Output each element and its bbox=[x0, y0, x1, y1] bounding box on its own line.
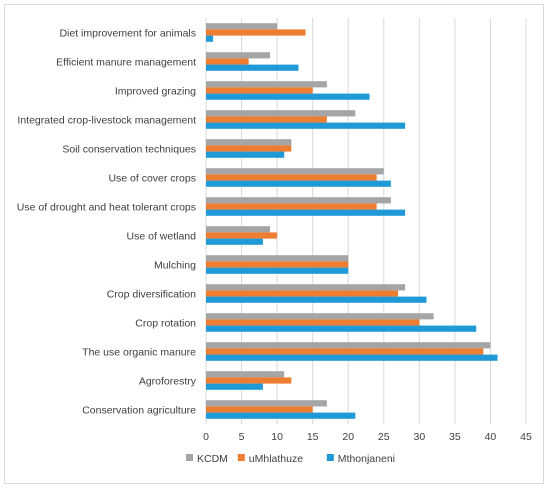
x-tick-label: 20 bbox=[342, 431, 354, 443]
category-label: Integrated crop-livestock management bbox=[17, 115, 196, 127]
bar-mthonjaneni bbox=[206, 354, 498, 361]
bar-mthonjaneni bbox=[206, 93, 370, 100]
category-label: Improved grazing bbox=[115, 86, 196, 98]
bar-umhlathuze bbox=[206, 29, 306, 36]
legend: KCDM uMhlathuze Mthonjaneni bbox=[186, 453, 395, 465]
x-tick-label: 10 bbox=[271, 431, 283, 443]
category-label: Crop diversification bbox=[107, 289, 196, 301]
x-tick-label: 45 bbox=[520, 431, 532, 443]
bar-mthonjaneni bbox=[206, 383, 263, 390]
bar-umhlathuze bbox=[206, 58, 249, 65]
bar-mthonjaneni bbox=[206, 296, 427, 303]
category-label: The use organic manure bbox=[82, 347, 196, 359]
category-label: Efficient manure management bbox=[56, 57, 196, 69]
x-tick-label: 5 bbox=[239, 431, 245, 443]
grid-lines bbox=[205, 18, 527, 424]
bar-kcdm bbox=[206, 168, 384, 175]
x-tick-label: 0 bbox=[203, 431, 209, 443]
bar-kcdm bbox=[206, 52, 270, 59]
bar-umhlathuze bbox=[206, 261, 349, 268]
bar-kcdm bbox=[206, 197, 391, 204]
category-label: Use of wetland bbox=[127, 231, 197, 243]
category-label: Diet improvement for animals bbox=[59, 28, 196, 40]
bar-kcdm bbox=[206, 139, 292, 146]
legend-label: Mthonjaneni bbox=[338, 453, 395, 465]
bar-umhlathuze bbox=[206, 116, 327, 123]
category-label: Crop rotation bbox=[135, 318, 196, 330]
bar-kcdm bbox=[206, 226, 270, 233]
bar-kcdm bbox=[206, 110, 356, 117]
x-tick-labels: 0 5 10 15 20 25 30 35 40 45 bbox=[203, 431, 532, 443]
legend-label: KCDM bbox=[197, 453, 228, 465]
bar-mthonjaneni bbox=[206, 238, 263, 245]
legend-label: uMhlathuze bbox=[249, 453, 303, 465]
category-label: Soil conservation techniques bbox=[62, 144, 196, 156]
category-label: Agroforestry bbox=[139, 376, 197, 388]
bar-kcdm bbox=[206, 400, 327, 407]
bar-umhlathuze bbox=[206, 406, 313, 413]
bar-kcdm bbox=[206, 342, 491, 349]
bar-mthonjaneni bbox=[206, 64, 299, 71]
bar-mthonjaneni bbox=[206, 267, 349, 274]
bar-kcdm bbox=[206, 81, 327, 88]
bar-mthonjaneni bbox=[206, 325, 477, 332]
bar-mthonjaneni bbox=[206, 122, 406, 129]
bar-mthonjaneni bbox=[206, 412, 356, 419]
category-label: Use of drought and heat tolerant crops bbox=[17, 202, 196, 214]
bar-umhlathuze bbox=[206, 203, 377, 210]
bar-mthonjaneni bbox=[206, 180, 391, 187]
legend-swatch bbox=[186, 454, 193, 461]
bar-umhlathuze bbox=[206, 232, 278, 239]
bar-umhlathuze bbox=[206, 87, 313, 94]
x-tick-label: 30 bbox=[413, 431, 425, 443]
bar-umhlathuze bbox=[206, 145, 292, 152]
legend-swatch bbox=[326, 454, 334, 461]
bar-kcdm bbox=[206, 313, 434, 320]
bar-kcdm bbox=[206, 284, 406, 291]
x-tick-label: 15 bbox=[307, 431, 319, 443]
bar-umhlathuze bbox=[206, 290, 398, 297]
bar-kcdm bbox=[206, 371, 285, 378]
bar-umhlathuze bbox=[206, 174, 377, 181]
x-tick-label: 35 bbox=[449, 431, 461, 443]
bar-mthonjaneni bbox=[206, 35, 214, 42]
x-tick-label: 40 bbox=[485, 431, 497, 443]
legend-swatch bbox=[237, 454, 245, 461]
category-label: Use of cover crops bbox=[108, 173, 196, 185]
bar-mthonjaneni bbox=[206, 151, 285, 158]
bars-group bbox=[206, 23, 498, 419]
bar-kcdm bbox=[206, 23, 278, 30]
category-labels: Diet improvement for animals Efficient ma… bbox=[17, 28, 197, 417]
bar-mthonjaneni bbox=[206, 209, 406, 216]
category-label: Conservation agriculture bbox=[82, 405, 196, 417]
category-label: Mulching bbox=[154, 260, 196, 272]
bar-umhlathuze bbox=[206, 377, 292, 384]
bar-kcdm bbox=[206, 255, 349, 262]
x-tick-label: 25 bbox=[378, 431, 390, 443]
bar-umhlathuze bbox=[206, 348, 484, 355]
bar-umhlathuze bbox=[206, 319, 420, 326]
